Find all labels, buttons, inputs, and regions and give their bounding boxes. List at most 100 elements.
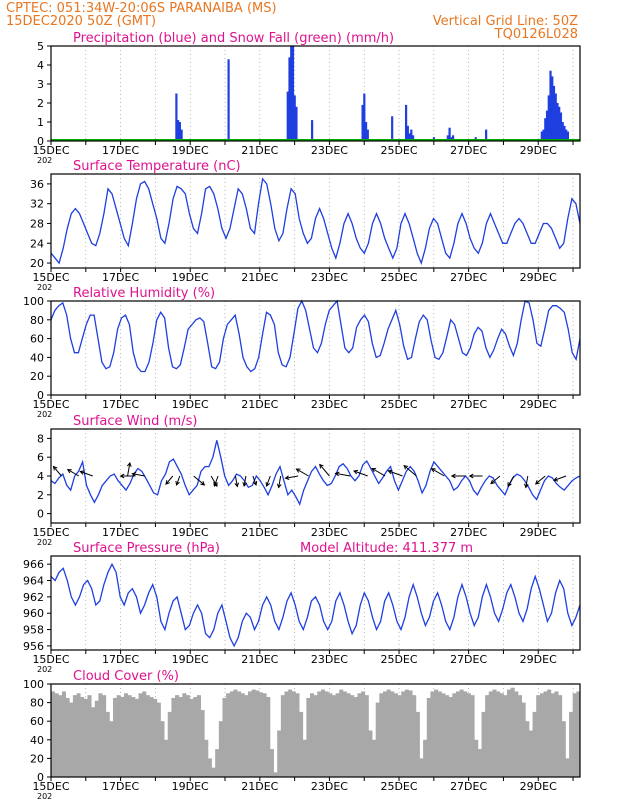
x-tick-label: 17DEC bbox=[102, 653, 139, 666]
precip-bar bbox=[554, 93, 557, 141]
precip-bar bbox=[177, 120, 180, 141]
cloud-bar bbox=[426, 697, 431, 777]
wind-arrow bbox=[490, 475, 501, 484]
cloud-bar bbox=[58, 695, 63, 777]
wind-arrow bbox=[525, 475, 529, 488]
x-tick-label: 19DEC bbox=[172, 271, 209, 284]
cloud-bar bbox=[401, 691, 406, 777]
precip-bar bbox=[227, 59, 230, 141]
cloud-bar bbox=[306, 697, 311, 777]
cloud-bar bbox=[350, 695, 355, 777]
wind-arrowhead bbox=[284, 475, 290, 480]
year-label: 202 bbox=[37, 283, 52, 292]
precip-bar bbox=[565, 129, 568, 141]
x-tick-label: 25DEC bbox=[380, 271, 417, 284]
x-tick-label: 23DEC bbox=[311, 653, 348, 666]
y-tick-label: 8 bbox=[37, 432, 44, 445]
cloud-bar bbox=[83, 698, 88, 777]
wind-arrowhead bbox=[131, 472, 137, 477]
x-tick-label: 19DEC bbox=[172, 398, 209, 411]
precip-bar bbox=[410, 129, 413, 141]
x-tick-label: 29DEC bbox=[520, 144, 557, 157]
cloud-bar bbox=[266, 697, 271, 777]
x-tick-label: 19DEC bbox=[172, 526, 209, 539]
wind-arrow bbox=[278, 475, 282, 488]
cloud-bar bbox=[91, 707, 96, 777]
cloud-bar bbox=[543, 691, 548, 777]
wind-arrowhead bbox=[524, 483, 529, 489]
wind-arrowhead bbox=[66, 469, 72, 474]
cloud-bar bbox=[218, 721, 223, 777]
x-tick-label: 23DEC bbox=[311, 780, 348, 793]
series-line bbox=[50, 440, 581, 506]
panel-title: Surface Wind (m/s) bbox=[73, 414, 197, 429]
cloud-bar bbox=[393, 693, 398, 777]
y-tick-label: 964 bbox=[23, 575, 44, 588]
cloud-bar bbox=[123, 693, 129, 777]
cloud-bar bbox=[375, 702, 380, 777]
x-tick-label: 21DEC bbox=[241, 271, 278, 284]
cloud-bar bbox=[105, 711, 110, 777]
cloud-bar bbox=[419, 758, 424, 777]
panel-frame bbox=[50, 173, 581, 269]
cloud-bar bbox=[554, 691, 559, 777]
precip-bar bbox=[411, 135, 415, 141]
wind-arrow bbox=[234, 475, 238, 487]
wind-arrowhead bbox=[319, 463, 324, 469]
cloud-bar bbox=[160, 721, 165, 777]
wind-arrow bbox=[132, 473, 146, 477]
y-tick-label: 80 bbox=[30, 697, 44, 710]
panel-title: Relative Humidity (%) bbox=[73, 286, 215, 301]
cloud-bar bbox=[448, 697, 453, 777]
x-tick-label: 19DEC bbox=[172, 144, 209, 157]
wind-arrowhead bbox=[234, 482, 240, 488]
precip-bar bbox=[446, 135, 449, 141]
y-tick-label: 0 bbox=[37, 508, 44, 521]
y-tick-label: 4 bbox=[37, 59, 44, 72]
cloud-bar bbox=[175, 695, 180, 777]
wind-arrow bbox=[176, 475, 181, 486]
y-tick-label: 3 bbox=[37, 78, 44, 91]
y-tick-label: 956 bbox=[23, 640, 44, 653]
wind-arrow bbox=[507, 475, 515, 487]
wind-arrow bbox=[193, 475, 205, 486]
precip-bar bbox=[559, 112, 563, 141]
cloud-bar bbox=[222, 697, 227, 777]
cloud-bar bbox=[207, 758, 212, 777]
wind-arrowhead bbox=[534, 480, 540, 485]
precip-bar bbox=[290, 46, 293, 141]
cloud-bar bbox=[470, 695, 475, 777]
year-label: 202 bbox=[37, 410, 52, 419]
x-tick-label: 23DEC bbox=[311, 398, 348, 411]
panel-title: Precipitation (blue) and Snow Fall (gree… bbox=[73, 31, 394, 46]
y-tick-label: 0 bbox=[37, 389, 44, 402]
cloud-bar bbox=[459, 689, 464, 777]
wind-arrowhead bbox=[119, 473, 125, 479]
y-tick-label: 960 bbox=[23, 607, 44, 620]
cloud-bar bbox=[328, 693, 333, 777]
precip-bar bbox=[408, 133, 411, 141]
y-tick-label: 60 bbox=[30, 715, 44, 728]
panel-3: 0 2 4 6 8 15DEC 17DEC 19DEC 21DEC 23DEC 25DEC 27DEC… bbox=[32, 414, 581, 547]
cloud-bar bbox=[386, 689, 391, 777]
cloud-bar bbox=[313, 695, 318, 777]
y-tick-label: 966 bbox=[23, 558, 44, 571]
wind-arrowhead bbox=[387, 469, 393, 475]
x-tick-label: 17DEC bbox=[102, 271, 139, 284]
precip-bar bbox=[561, 122, 564, 141]
cloud-bar bbox=[255, 690, 260, 777]
precip-bar bbox=[566, 131, 570, 141]
cloud-bar bbox=[488, 691, 493, 777]
y-tick-label: 80 bbox=[30, 314, 44, 327]
wind-arrow bbox=[53, 466, 62, 477]
cloud-bar bbox=[138, 693, 143, 777]
cloud-bar bbox=[430, 691, 435, 777]
wind-arrow bbox=[80, 471, 93, 477]
wind-arrowhead bbox=[165, 480, 170, 485]
precip-bar bbox=[542, 129, 545, 141]
y-tick-label: 20 bbox=[30, 370, 44, 383]
cloud-bar bbox=[200, 710, 205, 777]
year-label: 202 bbox=[37, 792, 52, 800]
cloud-bar bbox=[164, 739, 169, 777]
wind-arrow bbox=[67, 469, 80, 477]
